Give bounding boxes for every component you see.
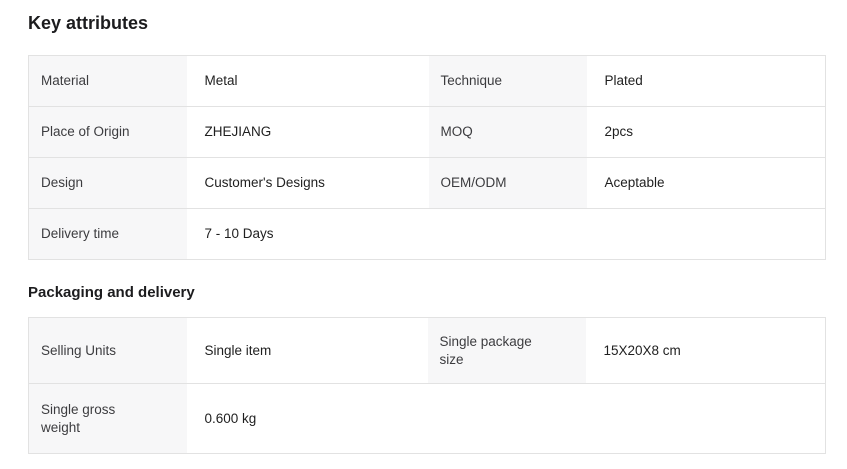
material-value: Metal <box>204 73 238 88</box>
moq-label: MOQ <box>428 106 587 158</box>
single-gross-weight-label: Single gross weight <box>28 383 187 454</box>
material-label: Material <box>28 55 187 107</box>
packaging-delivery-table: Selling Units Single item Single package… <box>28 317 826 454</box>
single-gross-weight-value: 0.600 kg <box>204 410 257 426</box>
table-row: Selling Units Single item Single package… <box>28 317 826 384</box>
technique-value: Plated <box>604 73 643 88</box>
oem-odm-value: Aceptable <box>604 175 665 190</box>
place-of-origin-value: ZHEJIANG <box>204 124 272 139</box>
table-row: Delivery time 7 - 10 Days <box>28 208 826 260</box>
product-attributes-panel: Key attributes Material Metal Technique … <box>28 13 826 454</box>
design-value: Customer's Designs <box>204 175 325 190</box>
single-package-size-label: Single package size <box>427 317 586 384</box>
selling-units-label: Selling Units <box>28 317 187 384</box>
moq-value: 2pcs <box>604 124 634 139</box>
delivery-time-value: 7 - 10 Days <box>204 226 274 241</box>
design-label: Design <box>28 157 187 209</box>
section-title-key-attributes: Key attributes <box>28 13 149 33</box>
table-row: Single gross weight 0.600 kg <box>28 383 826 454</box>
selling-units-value: Single item <box>204 342 272 358</box>
table-row: Place of Origin ZHEJIANG MOQ 2pcs <box>28 106 826 158</box>
technique-label: Technique <box>428 55 587 107</box>
oem-odm-label: OEM/ODM <box>428 157 587 209</box>
single-package-size-value: 15X20X8 cm <box>603 342 681 358</box>
key-attributes-table: Material Metal Technique Plated Place of… <box>28 55 826 260</box>
table-row: Design Customer's Designs OEM/ODM Acepta… <box>28 157 826 209</box>
delivery-time-label: Delivery time <box>28 208 187 260</box>
place-of-origin-label: Place of Origin <box>28 106 187 158</box>
section-title-packaging-delivery: Packaging and delivery <box>28 284 195 301</box>
table-row: Material Metal Technique Plated <box>28 55 826 107</box>
